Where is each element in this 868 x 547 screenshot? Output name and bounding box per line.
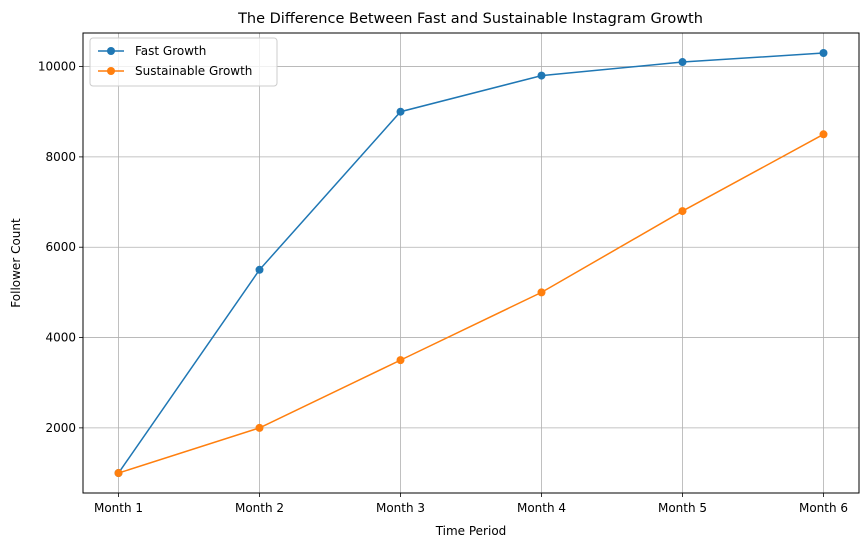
legend-label: Sustainable Growth bbox=[135, 64, 252, 78]
x-tick-label: Month 6 bbox=[799, 501, 848, 515]
y-axis-label: Follower Count bbox=[9, 218, 23, 308]
x-tick-label: Month 1 bbox=[94, 501, 143, 515]
x-axis-label: Time Period bbox=[435, 524, 507, 538]
data-point bbox=[396, 107, 405, 116]
series-0 bbox=[114, 49, 828, 478]
x-axis: Month 1 Month 2 Month 3 Month 4 Month 5 Month… bbox=[94, 493, 848, 515]
series-layer bbox=[114, 49, 828, 478]
y-tick-label: 10000 bbox=[38, 60, 76, 74]
x-tick-label: Month 3 bbox=[376, 501, 425, 515]
legend: Fast Growth Sustainable Growth bbox=[89, 37, 278, 87]
series-line bbox=[117, 52, 824, 474]
grid bbox=[83, 33, 859, 493]
data-point bbox=[537, 71, 546, 80]
legend-swatch-marker bbox=[107, 47, 115, 55]
data-point bbox=[678, 58, 687, 67]
y-axis: 2000 4000 6000 8000 10000 bbox=[38, 60, 83, 435]
data-point bbox=[255, 423, 264, 432]
y-tick-label: 6000 bbox=[45, 240, 76, 254]
data-point bbox=[114, 469, 123, 478]
legend-box bbox=[89, 37, 278, 87]
series-1 bbox=[114, 130, 828, 478]
legend-swatch-marker bbox=[107, 67, 115, 75]
x-tick-label: Month 2 bbox=[235, 501, 284, 515]
legend-label: Fast Growth bbox=[135, 44, 206, 58]
data-point bbox=[255, 265, 264, 274]
x-tick-label: Month 5 bbox=[658, 501, 707, 515]
data-point bbox=[819, 49, 828, 58]
data-point bbox=[537, 288, 546, 297]
series-line bbox=[118, 133, 824, 474]
data-point bbox=[678, 207, 687, 216]
y-tick-label: 8000 bbox=[45, 150, 76, 164]
y-tick-label: 2000 bbox=[45, 421, 76, 435]
data-point bbox=[819, 130, 828, 139]
x-tick-label: Month 4 bbox=[517, 501, 566, 515]
y-tick-label: 4000 bbox=[45, 331, 76, 345]
data-point bbox=[396, 356, 405, 365]
chart-title: The Difference Between Fast and Sustaina… bbox=[237, 11, 703, 27]
plot-frame bbox=[82, 32, 860, 494]
